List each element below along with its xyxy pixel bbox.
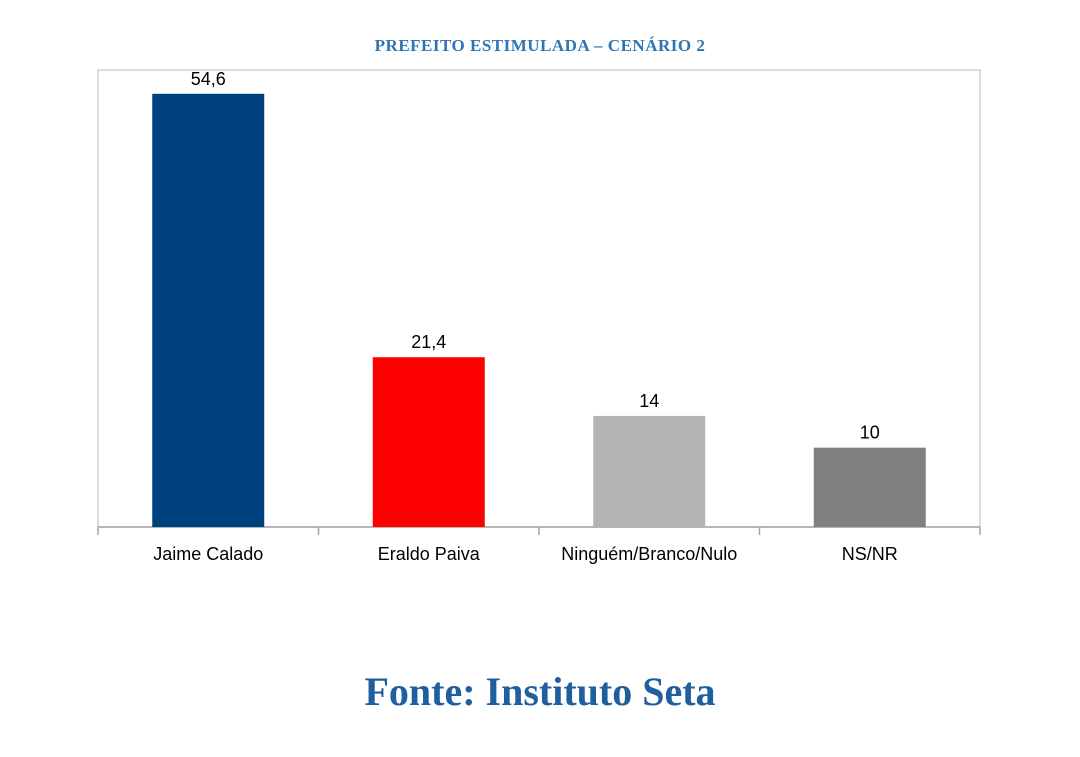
bar	[593, 415, 706, 527]
bar	[372, 357, 485, 527]
bar-value-label: 21,4	[411, 332, 446, 352]
x-tick-label: Ninguém/Branco/Nulo	[561, 544, 737, 564]
bar-chart: 54,6 Jaime Calado 21,4 Eraldo Paiva 14 Ningué…	[97, 69, 981, 564]
chart-title: PREFEITO ESTIMULADA – CENÁRIO 2	[374, 36, 706, 55]
source-caption: Fonte: Instituto Seta	[364, 669, 716, 714]
bar	[813, 447, 926, 527]
bar-value-label: 14	[639, 391, 659, 411]
bar-value-label: 54,6	[191, 69, 226, 89]
x-tick-label: NS/NR	[842, 544, 898, 564]
x-tick-label: Jaime Calado	[153, 544, 263, 564]
bar	[152, 93, 265, 527]
x-tick-label: Eraldo Paiva	[378, 544, 481, 564]
bar-value-label: 10	[860, 423, 880, 443]
